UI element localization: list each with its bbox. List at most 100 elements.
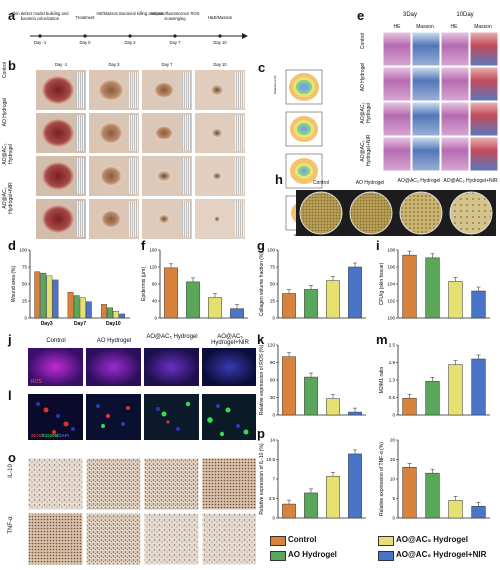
panel-label-l: l	[8, 388, 12, 403]
bar	[79, 297, 86, 319]
bar	[448, 281, 463, 319]
bar	[448, 364, 463, 416]
legend-label-aoac: AO@AC₅ Hydrogel	[396, 535, 468, 544]
dish-label: Control	[312, 180, 330, 186]
bar	[282, 293, 296, 319]
y-tick-label: 10	[390, 477, 396, 482]
bar	[101, 304, 107, 319]
bar	[230, 308, 244, 319]
y-axis-label: M2/M1 ratio	[379, 367, 385, 394]
bar	[448, 500, 463, 519]
bar	[326, 398, 340, 416]
ros-stain-label: ROS	[31, 379, 43, 385]
y-tick-label: 15	[390, 457, 396, 462]
legend-swatch-ao	[270, 551, 286, 561]
bar	[326, 280, 340, 319]
panel-label-d: d	[8, 238, 16, 253]
panel-label-n: o	[8, 450, 16, 465]
legend-label-control: Control	[288, 535, 317, 544]
fluor-group-label: AO@AC₅ Hydrogel+NIR	[211, 334, 249, 346]
bar	[402, 467, 417, 519]
panel-label-a: a	[8, 8, 16, 23]
y-axis-label: CFU/g (skin tissue)	[379, 262, 385, 305]
y-tick-label: 100	[387, 316, 395, 321]
timeline-day-5: Day 10	[213, 40, 227, 45]
y-axis-label: Wound area (%)	[11, 266, 17, 303]
y-tick-label: 0	[24, 316, 27, 321]
y-tick-label: 80	[152, 282, 158, 287]
panel-label-k: k	[257, 332, 265, 347]
bar	[164, 267, 178, 319]
panel-label-c: c	[258, 60, 266, 75]
panel-label-h: h	[275, 172, 283, 187]
y-tick-label: 7	[272, 477, 275, 482]
stain-label: Masson	[474, 24, 492, 30]
stain-inos: iNOS	[31, 433, 42, 438]
y-tick-label: 100	[267, 248, 275, 253]
bar	[425, 257, 440, 319]
bar	[282, 356, 296, 416]
bar	[208, 297, 222, 319]
photo-day-label: Day 10	[213, 62, 227, 67]
bar	[40, 272, 47, 319]
fluor-group-label: AO@AC₅ Hydrogel	[146, 334, 198, 340]
bar	[67, 291, 74, 319]
stain-label: HE	[393, 24, 401, 30]
bar	[85, 301, 92, 319]
timeline-day-3: Day 3	[124, 40, 136, 45]
y-tick-label: 108	[387, 248, 395, 253]
bar	[34, 271, 41, 319]
stain-label: HE	[450, 24, 458, 30]
x-tick-label: Day10	[106, 321, 121, 327]
bar	[304, 492, 318, 519]
bar	[326, 475, 340, 519]
y-axis-label: Relative expression of ROS (%)	[259, 344, 265, 415]
bar	[46, 275, 53, 319]
timeline-event-5: H&E/Masson	[207, 15, 233, 20]
ros-fluorescence-images: ROS	[28, 348, 256, 386]
bar	[471, 506, 486, 519]
y-tick-label: 120	[267, 343, 275, 348]
svg-text:iNOS/CD206/DAPI: iNOS/CD206/DAPI	[31, 433, 69, 438]
y-tick-label: 106	[387, 265, 395, 270]
bar	[113, 311, 119, 319]
y-axis-label: Epidermis (μm)	[141, 267, 147, 301]
legend-swatch-control	[270, 536, 286, 546]
ihc-images	[28, 458, 256, 566]
fluor-group-label: AO Hydrogel	[96, 338, 132, 344]
legend-label-ao: AO Hydrogel	[288, 550, 337, 559]
y-tick-label: 100	[19, 248, 27, 253]
y-tick-label: 160	[149, 248, 157, 253]
bar	[348, 453, 362, 519]
y-tick-label: 25	[22, 299, 28, 304]
y-tick-label: 20	[390, 438, 396, 443]
photo-day-label: Day 7	[161, 62, 173, 67]
bar	[186, 281, 200, 319]
y-tick-label: 30	[270, 395, 276, 400]
y-tick-label: 0	[392, 413, 395, 418]
y-tick-label: 50	[270, 282, 276, 287]
panel-label-i: i	[376, 238, 380, 253]
timeline-event-2: Treatment	[75, 15, 95, 20]
legend-swatch-aoac	[378, 536, 394, 546]
legend-swatch-aoac-nir	[378, 551, 394, 561]
y-tick-label: 14	[270, 438, 276, 443]
y-axis-label: Relative expression of IL-10 (%)	[259, 443, 265, 514]
photo-day-label: Day -1	[54, 62, 68, 67]
y-tick-label: 1.3	[389, 378, 396, 383]
wound-photos	[36, 70, 245, 239]
panel-label-g: g	[257, 238, 265, 253]
stain-cd206: CD206	[43, 433, 58, 438]
bar	[348, 266, 362, 319]
panel-label-o: p	[257, 426, 265, 441]
timeline-axis	[30, 33, 248, 39]
y-tick-label: 0	[392, 516, 395, 521]
panel-label-b: b	[8, 58, 16, 73]
histology-images	[383, 32, 498, 172]
y-tick-label: 75	[22, 265, 28, 270]
y-tick-label: 60	[270, 378, 276, 383]
bar	[425, 472, 440, 519]
y-tick-label: 0	[272, 516, 275, 521]
timeline-day-4: Day 7	[169, 40, 181, 45]
timeline-day-2: Day 0	[79, 40, 91, 45]
